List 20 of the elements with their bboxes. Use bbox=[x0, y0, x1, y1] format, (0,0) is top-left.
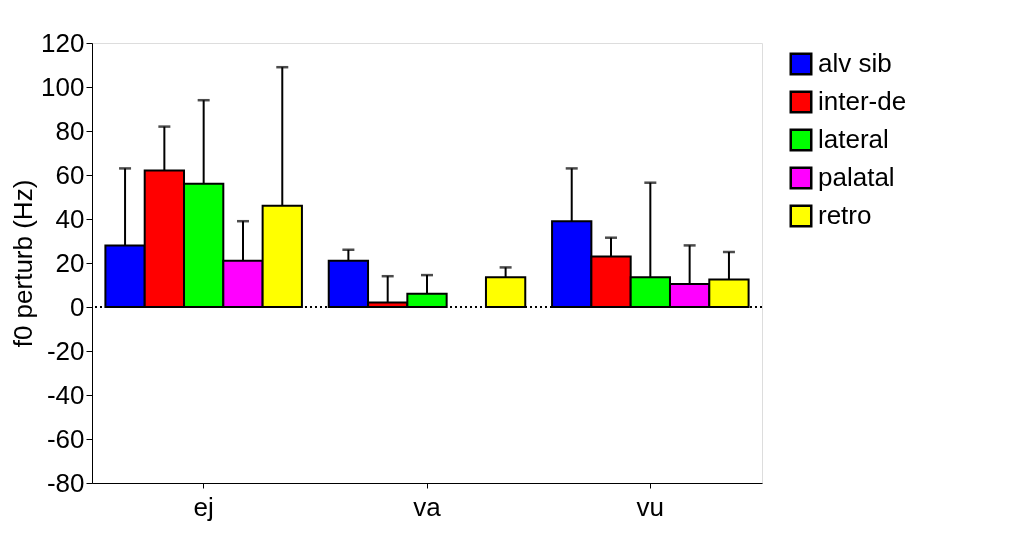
legend-label: alv sib bbox=[818, 48, 892, 78]
legend-label: retro bbox=[818, 200, 872, 230]
y-tick-label: 100 bbox=[41, 71, 85, 102]
y-tick-label: -60 bbox=[46, 423, 85, 454]
y-tick-label: 120 bbox=[41, 27, 85, 58]
y-tick-label: 40 bbox=[55, 203, 85, 234]
y-tick-label: -20 bbox=[46, 335, 85, 366]
x-tick-label: ej bbox=[193, 491, 214, 522]
y-axis-title: f0 perturb (Hz) bbox=[8, 179, 39, 348]
x-tick-label: va bbox=[413, 491, 442, 522]
y-tick-label: 60 bbox=[55, 159, 85, 190]
y-tick-label: -80 bbox=[46, 467, 85, 498]
x-tick-label: vu bbox=[636, 491, 665, 522]
legend-label: lateral bbox=[818, 124, 889, 154]
legend-label: inter-de bbox=[818, 86, 907, 116]
y-tick-label: 20 bbox=[55, 247, 85, 278]
legend-label: palatal bbox=[818, 162, 895, 192]
y-tick-label: -40 bbox=[46, 379, 85, 410]
y-tick-label: 80 bbox=[55, 115, 85, 146]
y-tick-label: 0 bbox=[70, 291, 85, 322]
